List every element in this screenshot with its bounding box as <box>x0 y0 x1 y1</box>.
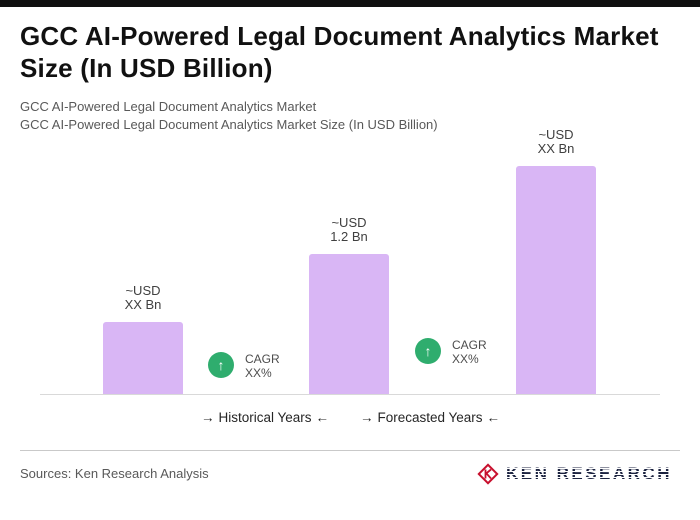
bar-current <box>309 254 389 394</box>
cagr-label: CAGR <box>245 352 280 366</box>
window-top-edge <box>0 0 700 7</box>
cagr-badge-text: CAGR XX% <box>245 352 280 380</box>
bar-value-line1: ~USD <box>331 215 367 230</box>
bar-value-line2: XX Bn <box>537 141 575 156</box>
bar-historical <box>103 322 183 394</box>
cagr-badge-1: ↑ CAGR XX% <box>208 352 280 380</box>
cagr-value: XX% <box>245 366 272 380</box>
chart-subtitle-line1: GCC AI-Powered Legal Document Analytics … <box>20 99 317 114</box>
axis-label-historical: → Historical Years ← <box>170 410 360 425</box>
chart-subtitle-line2: GCC AI-Powered Legal Document Analytics … <box>20 117 438 132</box>
right-arrow-icon: → <box>200 410 215 425</box>
ken-research-wordmark-text: KEN RESEARCH <box>505 464 672 483</box>
cagr-badge-text: CAGR XX% <box>452 338 487 366</box>
left-arrow-icon: ← <box>486 410 501 425</box>
bar-value-label: ~USD XX Bn <box>73 284 213 312</box>
bar-value-label: ~USD XX Bn <box>486 128 626 156</box>
up-arrow-icon: ↑ <box>208 352 234 378</box>
bar-value-line1: ~USD <box>125 283 161 298</box>
x-axis-line <box>40 394 660 395</box>
ken-research-wordmark: KEN RESEARCH <box>501 464 677 484</box>
sources-text: Sources: Ken Research Analysis <box>20 466 209 481</box>
ken-research-logo: KEN RESEARCH <box>476 462 677 486</box>
right-arrow-icon: → <box>359 410 374 425</box>
axis-label-text: Historical Years <box>218 410 312 425</box>
cagr-label: CAGR <box>452 338 487 352</box>
cagr-value: XX% <box>452 352 479 366</box>
bar-value-line1: ~USD <box>538 127 574 142</box>
bar-value-label: ~USD 1.2 Bn <box>279 216 419 244</box>
up-arrow-icon: ↑ <box>415 338 441 364</box>
chart-subtitles: GCC AI-Powered Legal Document Analytics … <box>20 98 660 134</box>
cagr-badge-2: ↑ CAGR XX% <box>415 338 487 366</box>
axis-label-text: Forecasted Years <box>377 410 483 425</box>
page-title: GCC AI-Powered Legal Document Analytics … <box>20 21 659 83</box>
axis-label-forecasted: → Forecasted Years ← <box>335 410 525 425</box>
footer-divider <box>20 450 680 451</box>
bar-forecast <box>516 166 596 394</box>
bar-value-line2: XX Bn <box>124 297 162 312</box>
ken-research-k-icon <box>477 463 499 485</box>
bar-value-line2: 1.2 Bn <box>330 229 368 244</box>
left-arrow-icon: ← <box>315 410 330 425</box>
